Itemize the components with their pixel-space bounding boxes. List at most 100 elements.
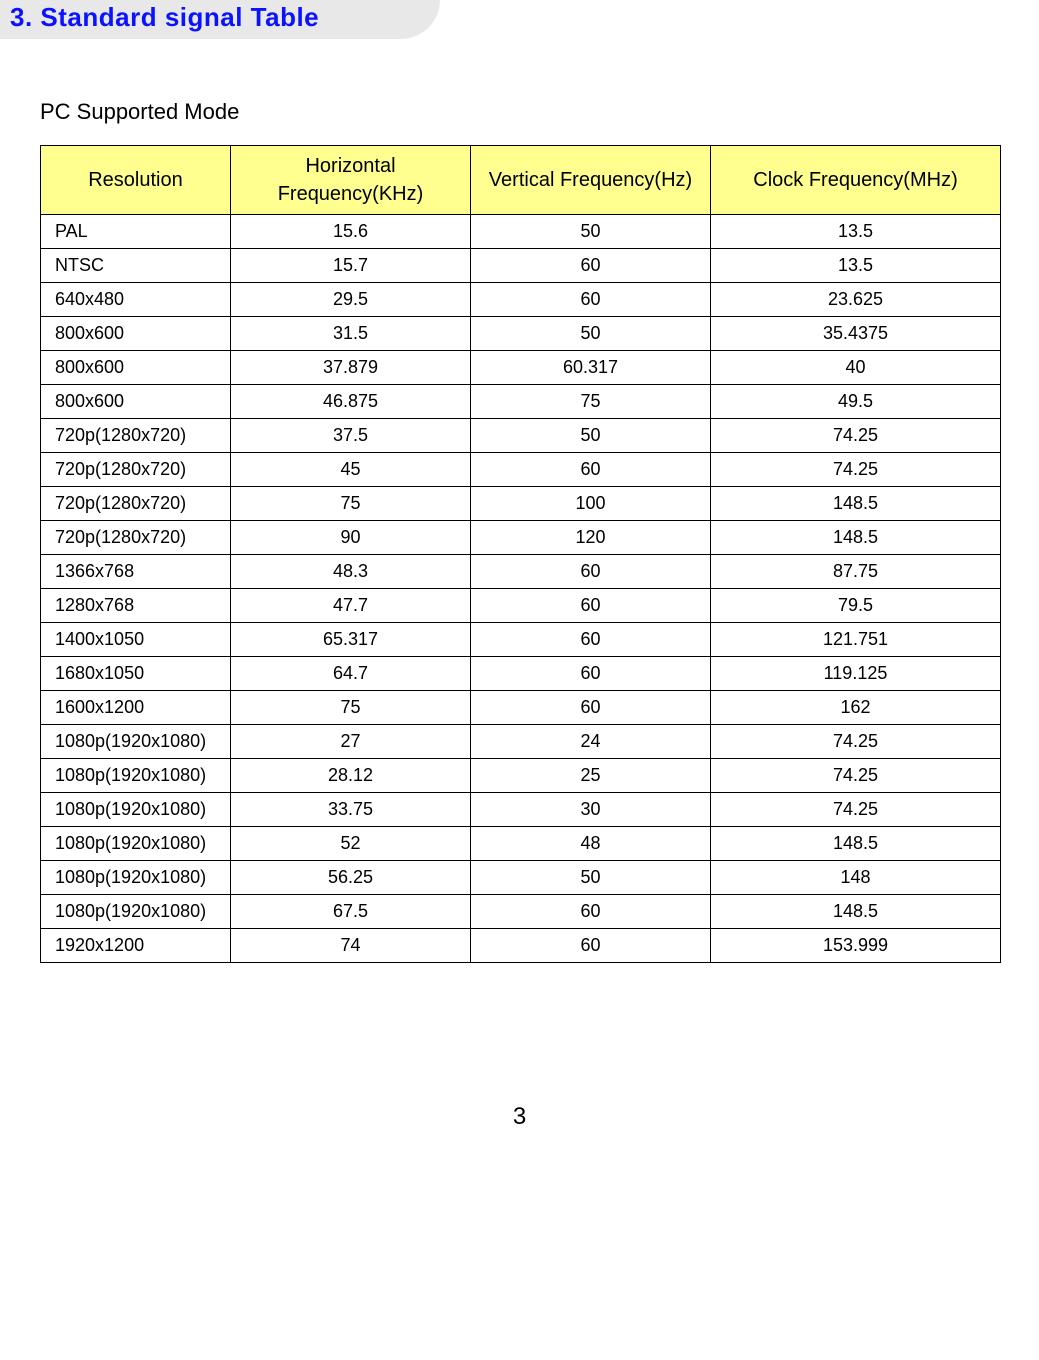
table-cell: 640x480: [41, 283, 231, 317]
table-cell: 90: [231, 521, 471, 555]
table-row: 1080p(1920x1080)5248148.5: [41, 827, 1001, 861]
table-cell: 1366x768: [41, 555, 231, 589]
table-cell: 60: [471, 691, 711, 725]
table-cell: 1920x1200: [41, 929, 231, 963]
table-cell: 1080p(1920x1080): [41, 861, 231, 895]
table-row: 800x60031.55035.4375: [41, 317, 1001, 351]
table-cell: 24: [471, 725, 711, 759]
table-row: 1080p(1920x1080)56.2550148: [41, 861, 1001, 895]
table-cell: 148: [711, 861, 1001, 895]
table-cell: 100: [471, 487, 711, 521]
col-header-clock: Clock Frequency(MHz): [711, 146, 1001, 215]
table-cell: 46.875: [231, 385, 471, 419]
table-cell: 1680x1050: [41, 657, 231, 691]
table-cell: 33.75: [231, 793, 471, 827]
table-cell: 60: [471, 249, 711, 283]
table-cell: 15.7: [231, 249, 471, 283]
col-header-vertical: Vertical Frequency(Hz): [471, 146, 711, 215]
table-cell: 15.6: [231, 215, 471, 249]
table-cell: 60.317: [471, 351, 711, 385]
table-cell: 148.5: [711, 487, 1001, 521]
table-cell: 800x600: [41, 317, 231, 351]
subtitle: PC Supported Mode: [40, 99, 999, 125]
table-cell: 720p(1280x720): [41, 419, 231, 453]
table-cell: 23.625: [711, 283, 1001, 317]
table-row: 1600x12007560162: [41, 691, 1001, 725]
table-cell: 75: [231, 691, 471, 725]
table-cell: 74.25: [711, 759, 1001, 793]
table-cell: 148.5: [711, 827, 1001, 861]
table-cell: 60: [471, 283, 711, 317]
section-title: 3. Standard signal Table: [10, 2, 319, 32]
table-cell: 1080p(1920x1080): [41, 895, 231, 929]
table-cell: 720p(1280x720): [41, 521, 231, 555]
table-cell: 52: [231, 827, 471, 861]
table-row: 1080p(1920x1080)33.753074.25: [41, 793, 1001, 827]
table-row: 800x60037.87960.31740: [41, 351, 1001, 385]
table-cell: 48: [471, 827, 711, 861]
col-header-horizontal: Horizontal Frequency(KHz): [231, 146, 471, 215]
table-cell: 29.5: [231, 283, 471, 317]
table-cell: 37.5: [231, 419, 471, 453]
table-cell: 67.5: [231, 895, 471, 929]
table-cell: 65.317: [231, 623, 471, 657]
col-header-resolution: Resolution: [41, 146, 231, 215]
table-cell: 13.5: [711, 249, 1001, 283]
table-cell: 64.7: [231, 657, 471, 691]
table-cell: 74.25: [711, 419, 1001, 453]
table-cell: 74.25: [711, 453, 1001, 487]
table-cell: 27: [231, 725, 471, 759]
table-cell: 720p(1280x720): [41, 453, 231, 487]
table-row: 720p(1280x720)456074.25: [41, 453, 1001, 487]
table-cell: 60: [471, 555, 711, 589]
table-row: 1080p(1920x1080)28.122574.25: [41, 759, 1001, 793]
table-cell: 800x600: [41, 385, 231, 419]
table-cell: 28.12: [231, 759, 471, 793]
table-row: 800x60046.8757549.5: [41, 385, 1001, 419]
signal-table: Resolution Horizontal Frequency(KHz) Ver…: [40, 145, 1001, 963]
table-cell: 79.5: [711, 589, 1001, 623]
table-row: 640x48029.56023.625: [41, 283, 1001, 317]
table-cell: 119.125: [711, 657, 1001, 691]
table-cell: 37.879: [231, 351, 471, 385]
table-cell: 50: [471, 317, 711, 351]
table-cell: 74.25: [711, 793, 1001, 827]
table-cell: 120: [471, 521, 711, 555]
table-cell: 40: [711, 351, 1001, 385]
table-cell: 60: [471, 657, 711, 691]
table-row: NTSC15.76013.5: [41, 249, 1001, 283]
table-row: 1920x12007460153.999: [41, 929, 1001, 963]
table-cell: 56.25: [231, 861, 471, 895]
table-row: PAL15.65013.5: [41, 215, 1001, 249]
content-area: PC Supported Mode Resolution Horizontal …: [0, 39, 1039, 963]
table-cell: 60: [471, 453, 711, 487]
table-cell: 148.5: [711, 521, 1001, 555]
table-cell: 48.3: [231, 555, 471, 589]
table-cell: 50: [471, 861, 711, 895]
table-row: 720p(1280x720)90120148.5: [41, 521, 1001, 555]
table-cell: 1080p(1920x1080): [41, 793, 231, 827]
page-number: 3: [0, 1103, 1039, 1151]
table-cell: 74: [231, 929, 471, 963]
table-cell: 121.751: [711, 623, 1001, 657]
table-row: 1400x105065.31760121.751: [41, 623, 1001, 657]
table-cell: 50: [471, 419, 711, 453]
table-cell: 60: [471, 589, 711, 623]
table-row: 1680x105064.760119.125: [41, 657, 1001, 691]
table-cell: 13.5: [711, 215, 1001, 249]
table-cell: 31.5: [231, 317, 471, 351]
table-cell: 148.5: [711, 895, 1001, 929]
table-row: 1080p(1920x1080)67.560148.5: [41, 895, 1001, 929]
table-cell: 1080p(1920x1080): [41, 827, 231, 861]
table-cell: 1600x1200: [41, 691, 231, 725]
table-row: 1080p(1920x1080)272474.25: [41, 725, 1001, 759]
table-cell: 60: [471, 623, 711, 657]
table-cell: 800x600: [41, 351, 231, 385]
table-cell: 74.25: [711, 725, 1001, 759]
table-cell: 25: [471, 759, 711, 793]
table-cell: NTSC: [41, 249, 231, 283]
table-cell: 75: [471, 385, 711, 419]
table-cell: 1400x1050: [41, 623, 231, 657]
section-header: 3. Standard signal Table: [0, 0, 440, 39]
table-cell: 162: [711, 691, 1001, 725]
